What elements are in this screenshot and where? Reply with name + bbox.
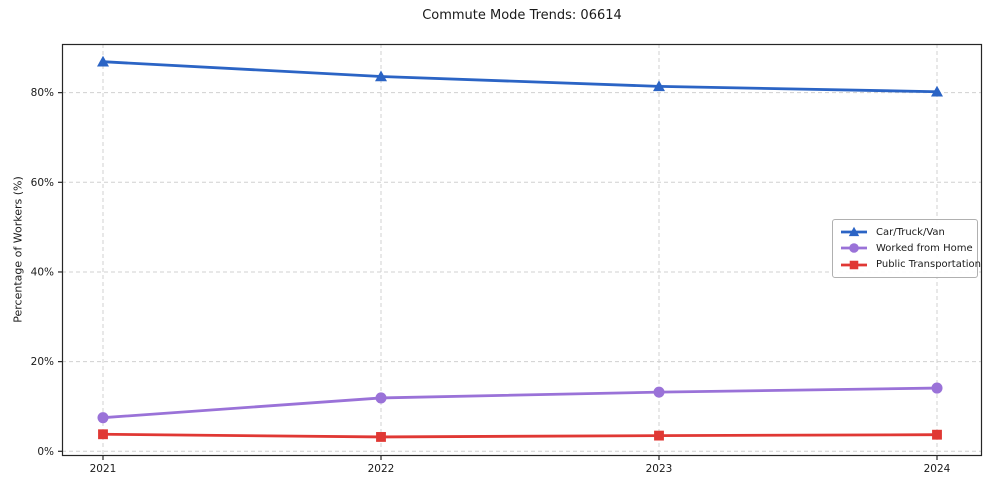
legend-item-car-truck-van: Car/Truck/Van — [839, 224, 971, 240]
legend-line-triangle-icon — [841, 226, 867, 237]
circle-marker-icon — [97, 412, 109, 424]
legend: Car/Truck/Van Worked from Home Public Tr… — [832, 219, 981, 278]
y-tick-label: 60% — [31, 177, 54, 189]
x-tick-label: 2024 — [924, 463, 951, 475]
circle-marker-icon — [849, 243, 859, 254]
square-marker-icon — [849, 260, 859, 270]
legend-line-circle-icon — [841, 243, 867, 254]
legend-item-public-transportation: Public Transportation — [839, 257, 981, 273]
series-worked-from-home — [97, 382, 943, 424]
x-tick-label: 2021 — [90, 463, 117, 475]
y-tick-label: 40% — [31, 266, 54, 278]
y-tick-label: 80% — [31, 87, 54, 99]
circle-marker-icon — [931, 382, 943, 394]
y-tick-label: 20% — [31, 356, 54, 368]
triangle-marker-icon — [653, 80, 665, 92]
triangle-marker-icon — [97, 55, 109, 67]
series-public-transportation — [98, 429, 942, 442]
legend-item-worked-from-home: Worked from Home — [839, 240, 973, 256]
legend-label: Car/Truck/Van — [876, 226, 945, 238]
triangle-marker-icon — [931, 85, 943, 97]
legend-label: Public Transportation — [876, 259, 981, 271]
axis-ticks: 0% 20% 40% 60% 80% 2021 2022 2023 2024 — [31, 87, 951, 475]
chart-title: Commute Mode Trends: 06614 — [422, 8, 622, 23]
legend-line-square-icon — [841, 260, 867, 270]
triangle-marker-icon — [848, 226, 860, 237]
circle-marker-icon — [375, 392, 387, 404]
legend-label: Worked from Home — [876, 242, 973, 254]
x-tick-label: 2023 — [646, 463, 673, 475]
x-tick-label: 2022 — [368, 463, 395, 475]
circle-marker-icon — [653, 386, 665, 398]
square-marker-icon — [376, 432, 386, 442]
square-marker-icon — [654, 430, 664, 441]
triangle-marker-icon — [375, 70, 387, 82]
axes-frame — [61, 43, 983, 457]
square-marker-icon — [932, 429, 942, 440]
series-car-truck-van — [97, 55, 943, 97]
y-tick-label: 0% — [37, 446, 54, 458]
square-marker-icon — [98, 429, 108, 440]
